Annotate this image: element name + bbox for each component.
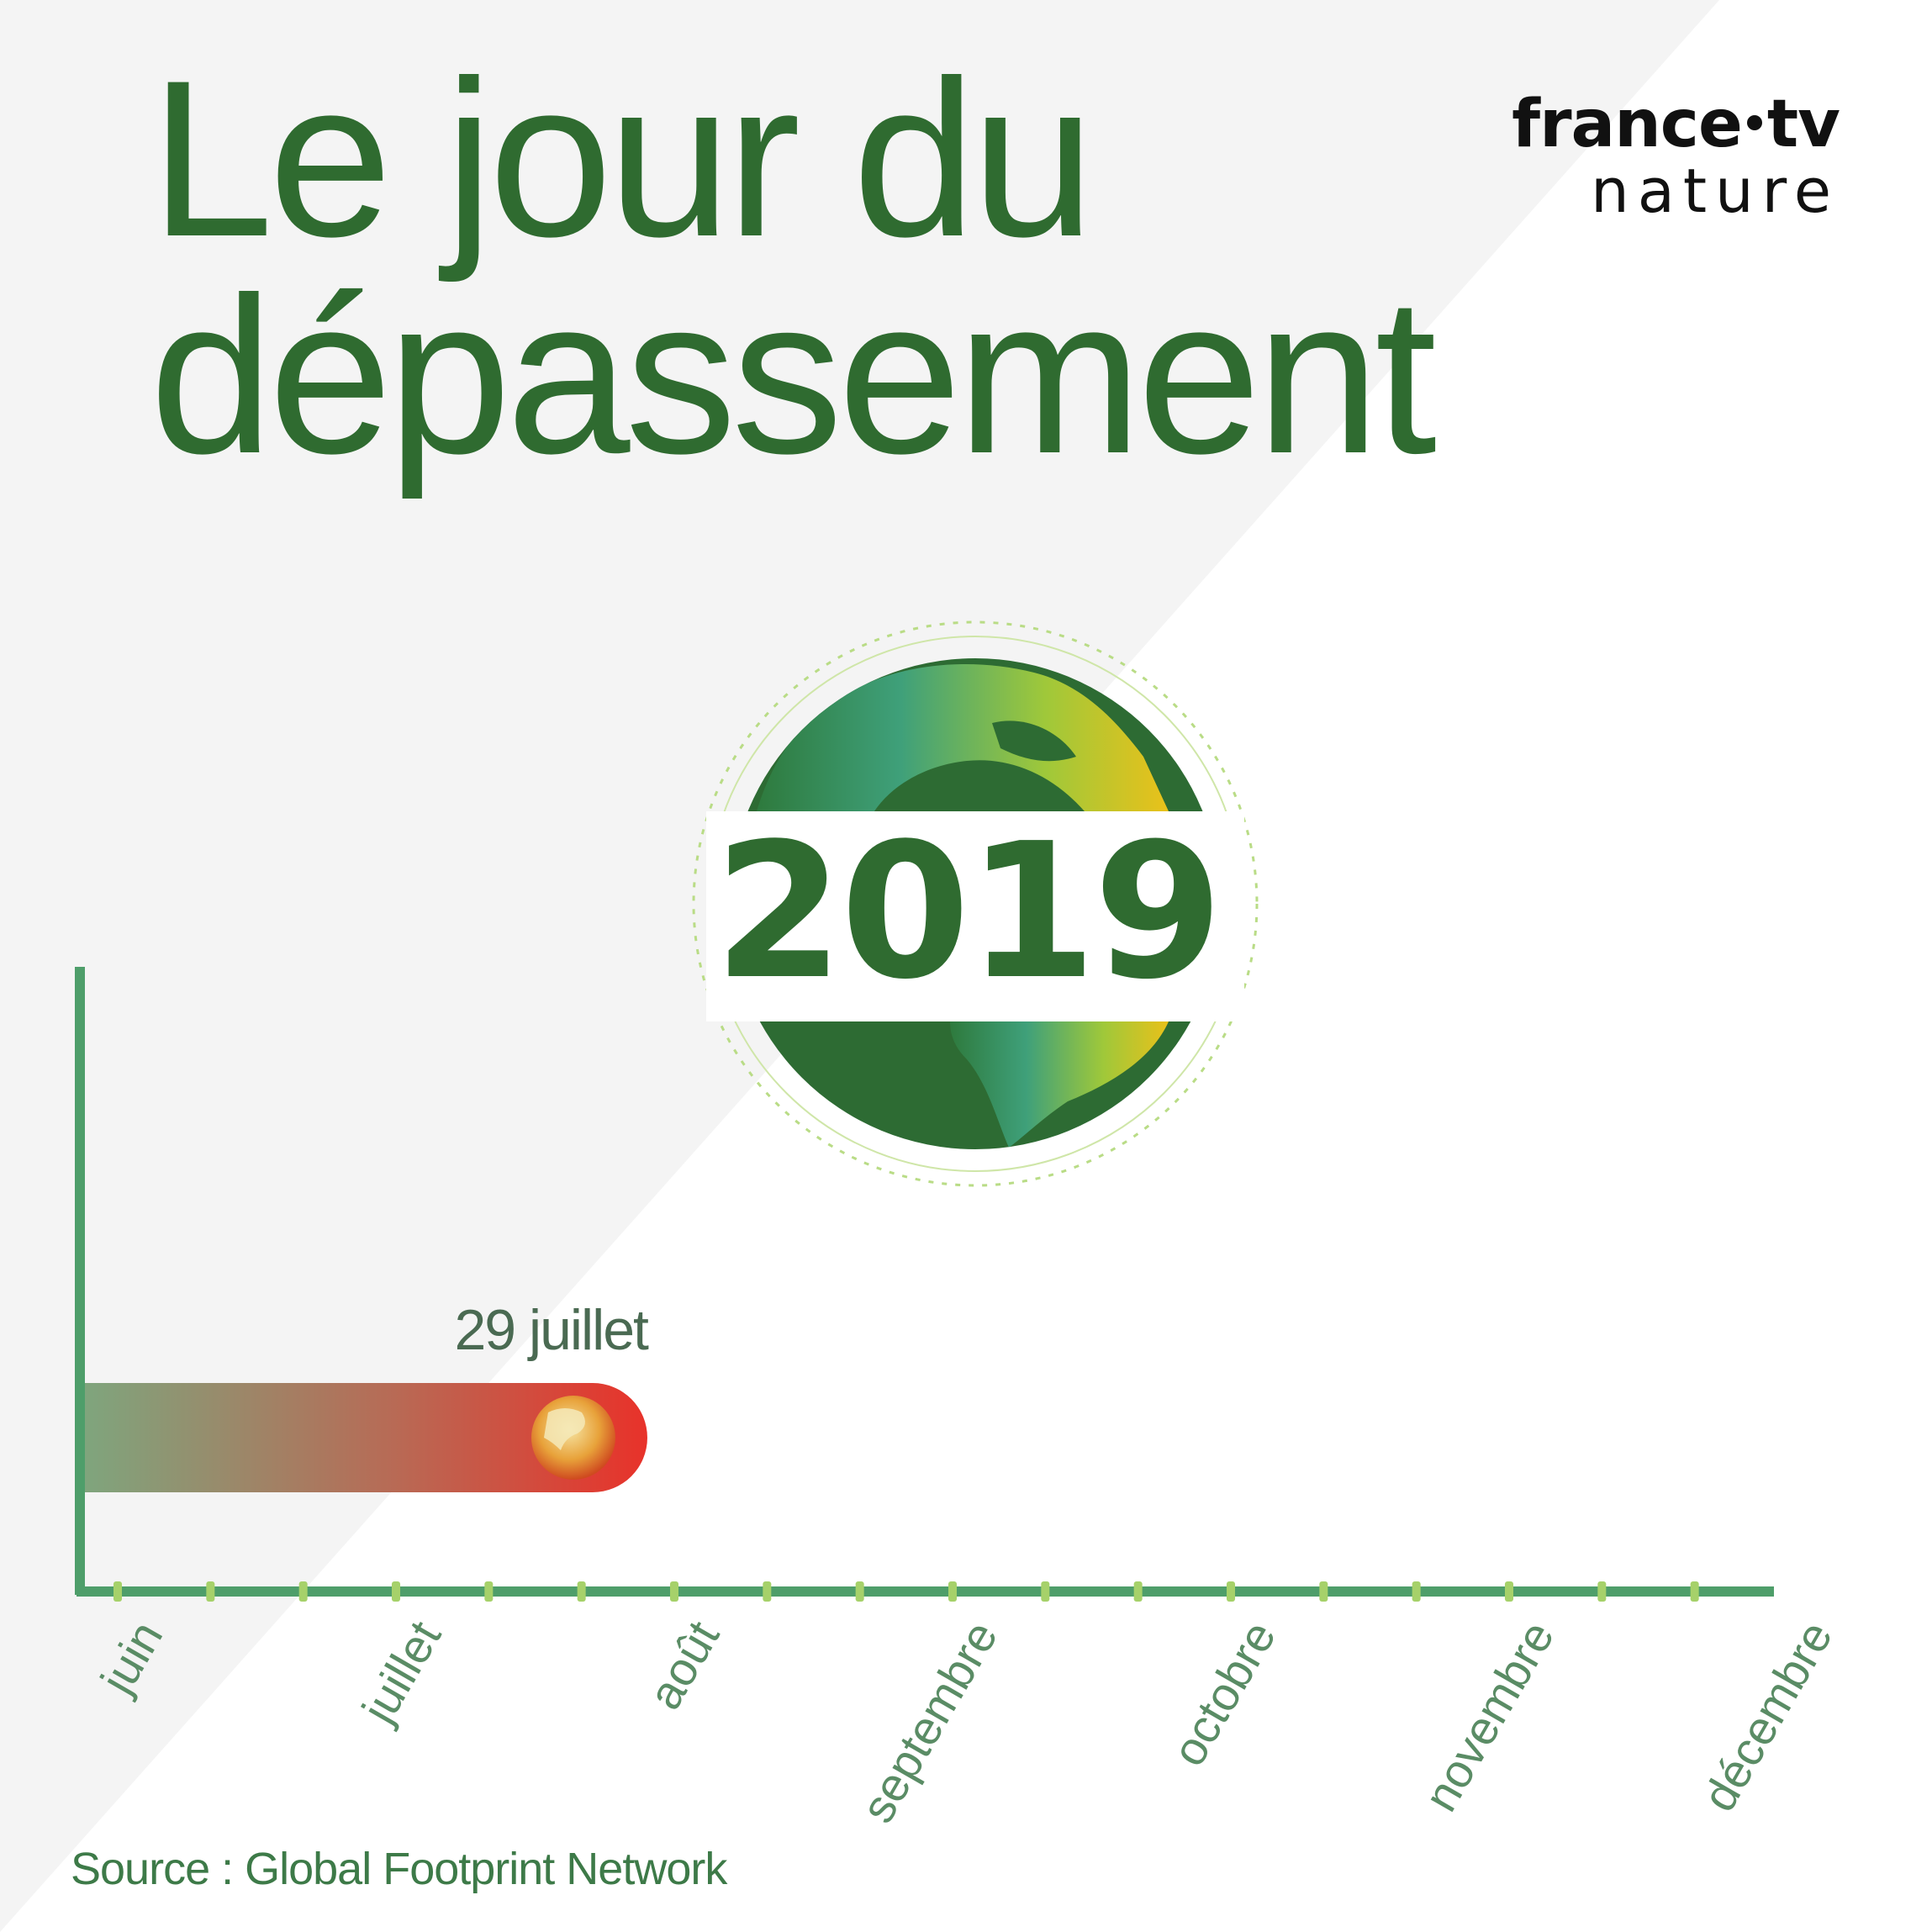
overshoot-bar bbox=[85, 1383, 647, 1492]
x-axis-tick bbox=[113, 1581, 122, 1602]
france-tv-nature-logo: france tv nature bbox=[1512, 91, 1840, 224]
brand-nature: nature bbox=[1591, 156, 1840, 226]
x-axis-tick bbox=[577, 1581, 586, 1602]
year-band bbox=[706, 811, 1244, 1021]
month-label: octobre bbox=[1161, 1613, 1285, 1775]
source-note: Source : Global Footprint Network bbox=[71, 1844, 727, 1894]
month-label: août bbox=[637, 1612, 729, 1718]
network-ring bbox=[692, 620, 1259, 1187]
x-axis-tick bbox=[1041, 1581, 1050, 1602]
brand-tv: tv bbox=[1766, 87, 1840, 162]
month-label: juillet bbox=[351, 1612, 451, 1733]
x-axis-tick bbox=[1133, 1581, 1143, 1602]
bar-date-label: 29 juillet bbox=[454, 1298, 649, 1362]
mini-globe-continent bbox=[543, 1408, 585, 1450]
continent-shape bbox=[757, 664, 1169, 811]
year-label: 2019 bbox=[714, 804, 1223, 1021]
x-axis-tick bbox=[1505, 1581, 1513, 1602]
month-label: septembre bbox=[851, 1613, 1008, 1832]
x-axis-tick bbox=[1690, 1581, 1699, 1602]
x-axis-tick bbox=[763, 1581, 772, 1602]
brand-france: france bbox=[1512, 87, 1743, 162]
month-label: novembre bbox=[1413, 1613, 1564, 1820]
x-axis-tick bbox=[484, 1581, 494, 1602]
page-title: Le jour du dépassement bbox=[150, 34, 1437, 500]
x-axis-tick bbox=[392, 1581, 400, 1602]
brand-top-line: france tv bbox=[1512, 91, 1840, 158]
title-line-2: dépassement bbox=[150, 251, 1437, 500]
x-axis-tick bbox=[948, 1581, 957, 1602]
south-america-shape bbox=[950, 1021, 1169, 1148]
x-axis-tick bbox=[298, 1581, 308, 1602]
x-axis-tick bbox=[855, 1581, 864, 1602]
x-axis-tick bbox=[670, 1581, 678, 1602]
x-axis-tick bbox=[1227, 1581, 1235, 1602]
x-axis-tick bbox=[1319, 1581, 1328, 1602]
brand-dot-icon bbox=[1746, 114, 1762, 130]
globe-bottom-half bbox=[759, 1021, 1191, 1149]
globe-top-half bbox=[747, 658, 1203, 811]
month-label: juin bbox=[89, 1613, 172, 1704]
month-label: décembre bbox=[1692, 1613, 1842, 1820]
title-line-1: Le jour du bbox=[150, 34, 1095, 283]
x-axis-tick bbox=[206, 1581, 215, 1602]
x-axis-tick bbox=[1597, 1581, 1607, 1602]
x-axis-tick bbox=[1412, 1581, 1421, 1602]
